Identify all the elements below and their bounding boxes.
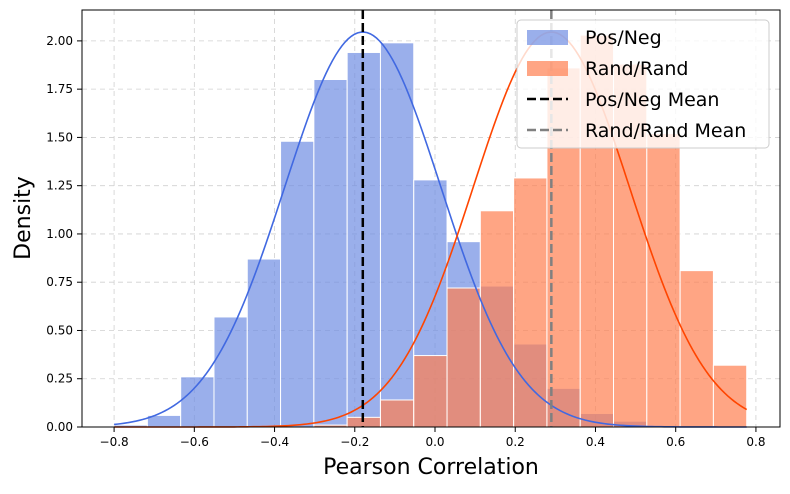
y-tick-label: 2.00 [46, 34, 73, 48]
fit-curve-pos-neg [114, 31, 747, 428]
y-tick-label: 1.00 [46, 227, 73, 241]
legend: Pos/Neg Rand/Rand Pos/Neg Mean Rand/Rand… [516, 19, 770, 149]
y-tick-label: 0.50 [46, 323, 73, 337]
bar-rand-rand [379, 399, 415, 428]
y-axis-title: Density [11, 176, 36, 260]
bar-rand-rand [446, 287, 481, 428]
y-tick-label: 1.75 [46, 82, 73, 96]
y-tick-label: 0.25 [46, 372, 73, 386]
bars-layer [113, 34, 748, 428]
legend-pos-neg-label: Pos/Neg [585, 27, 662, 49]
plot-frame [81, 9, 781, 428]
bar-rand-rand [712, 364, 748, 428]
bar-pos-neg [313, 79, 348, 428]
x-tick-label: 0.2 [506, 435, 525, 449]
bar-pos-neg [280, 140, 315, 428]
legend-frame [516, 19, 770, 149]
legend-rand-rand-swatch [527, 61, 568, 76]
bar-rand-rand [413, 355, 448, 428]
x-tick-label: 0.6 [666, 435, 685, 449]
bar-rand-rand [479, 210, 515, 428]
y-tick-label: 1.25 [46, 179, 73, 193]
legend-rand-rand-label: Rand/Rand [585, 58, 688, 80]
x-tick-label: −0.6 [180, 435, 209, 449]
bar-rand-rand [679, 270, 714, 428]
bar-rand-rand [646, 133, 681, 428]
y-tick-label: 0.00 [46, 420, 73, 434]
legend-pos-neg-mean-label: Pos/Neg Mean [585, 89, 719, 111]
x-tick-label: −0.4 [260, 435, 289, 449]
x-axis-title: Pearson Correlation [323, 455, 539, 480]
y-tick-label: 0.75 [46, 275, 73, 289]
bar-pos-neg [213, 316, 248, 428]
x-tick-label: 0.8 [746, 435, 765, 449]
x-tick-label: 0.0 [425, 435, 444, 449]
x-tick-label: 0.4 [586, 435, 605, 449]
ticks-layer: −0.8 −0.6 −0.4 −0.2 0.0 0.2 0.4 0.6 0.8 0.00 0.25 0… [46, 34, 765, 449]
legend-pos-neg-swatch [527, 30, 568, 45]
bar-pos-neg [246, 258, 282, 428]
bar-rand-rand [513, 177, 548, 428]
legend-rand-rand-mean-label: Rand/Rand Mean [585, 120, 746, 142]
y-tick-label: 1.50 [46, 130, 73, 144]
x-tick-label: −0.8 [100, 435, 129, 449]
x-tick-label: −0.2 [340, 435, 369, 449]
